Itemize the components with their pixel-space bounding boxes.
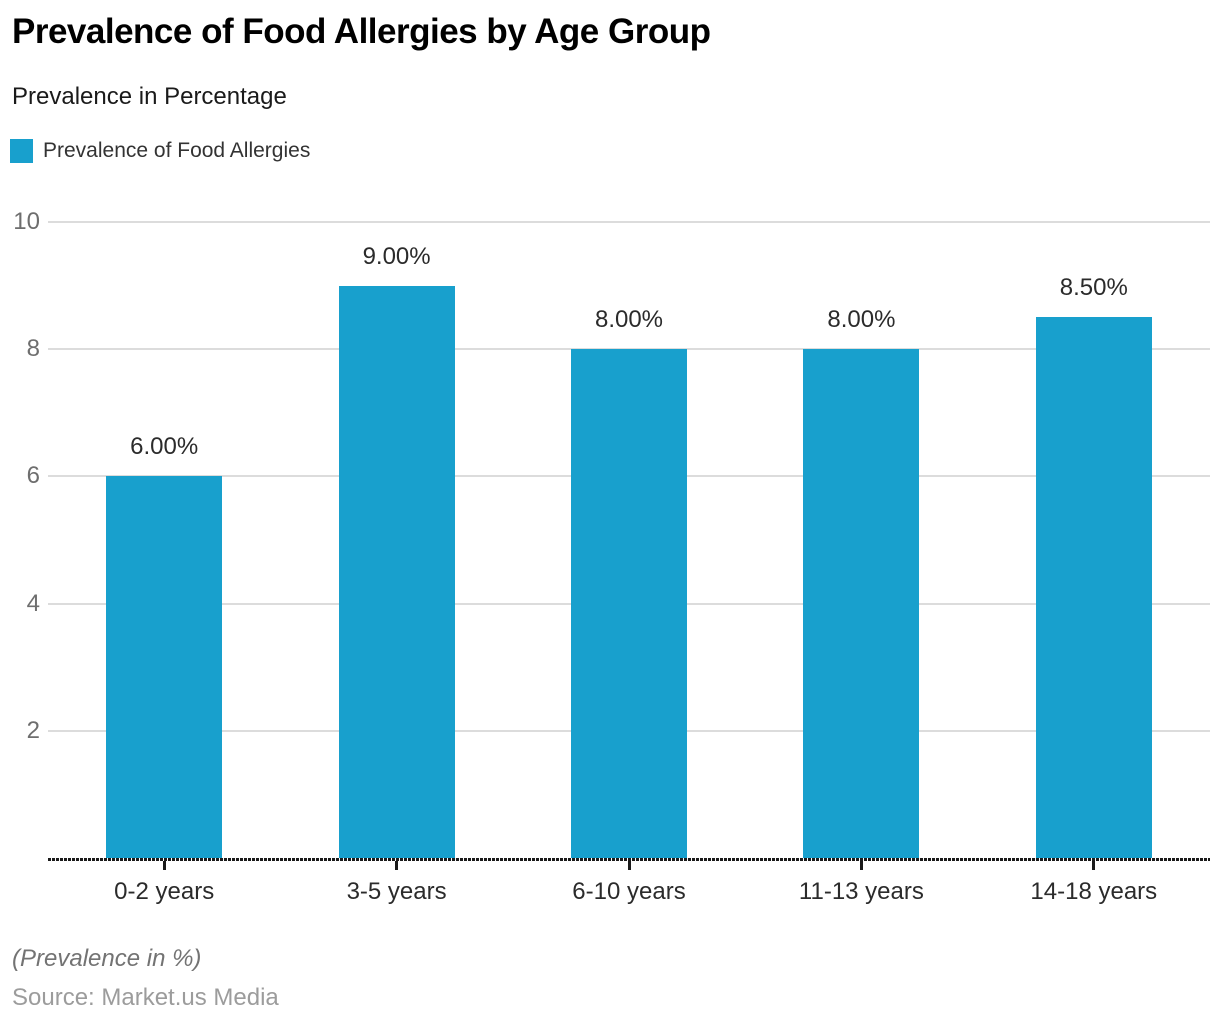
x-axis-tick-label: 11-13 years <box>798 878 924 905</box>
legend-label: Prevalence of Food Allergies <box>43 139 311 162</box>
x-axis-tick <box>627 861 631 870</box>
bar-3-5-years[interactable] <box>338 285 455 858</box>
legend[interactable]: Prevalence of Food Allergies <box>10 139 310 163</box>
x-axis-line <box>48 858 1210 861</box>
bar-0-2-years[interactable] <box>106 476 223 858</box>
x-axis-tick <box>859 861 863 870</box>
chart-subtitle: Prevalence in Percentage <box>12 83 287 110</box>
x-axis-tick-label: 6-10 years <box>572 878 686 905</box>
bar-value-label: 6.00% <box>130 433 199 461</box>
source-credit: Source: Market.us Media <box>12 984 279 1011</box>
x-axis-tick-label: 3-5 years <box>346 878 447 905</box>
legend-swatch-icon <box>10 139 33 163</box>
y-axis-tick-label: 4 <box>26 589 40 617</box>
x-axis-tick-label: 14-18 years <box>1030 878 1158 905</box>
bar-value-label: 8.00% <box>594 306 664 334</box>
bar-11-13-years[interactable] <box>803 349 920 858</box>
y-axis-tick-label: 10 <box>13 208 40 235</box>
bar-14-18-years[interactable] <box>1035 317 1152 858</box>
gridline <box>48 221 1210 223</box>
bar-value-label: 8.00% <box>827 306 896 334</box>
bar-value-label: 8.50% <box>1059 274 1128 302</box>
x-axis-tick <box>395 861 399 870</box>
bar-6-10-years[interactable] <box>571 349 687 858</box>
y-axis-tick-label: 8 <box>26 335 40 363</box>
y-axis-tick-label: 6 <box>26 462 40 490</box>
chart-title: Prevalence of Food Allergies by Age Grou… <box>12 12 711 51</box>
axis-unit-note: (Prevalence in %) <box>12 945 202 972</box>
bar-value-label: 9.00% <box>362 242 431 270</box>
x-axis-tick-label: 0-2 years <box>114 878 215 905</box>
y-axis-tick-label: 2 <box>26 716 40 744</box>
x-axis-tick <box>162 861 166 870</box>
x-axis-tick <box>1092 861 1096 870</box>
